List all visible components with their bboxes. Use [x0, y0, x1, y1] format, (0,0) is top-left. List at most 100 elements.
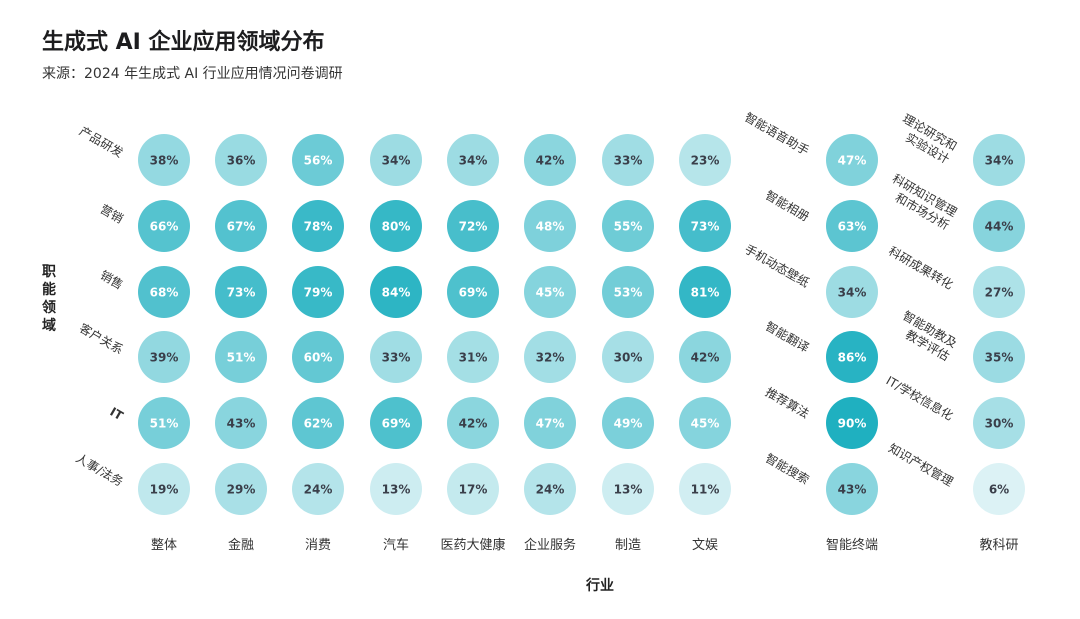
bubble-3-1-label: 51% [227, 351, 256, 365]
research-bubble-1: 44% [973, 200, 1025, 252]
bubble-4-3-label: 69% [382, 417, 411, 431]
bubble-3-5-label: 32% [536, 351, 565, 365]
research-bubble-4-circle [973, 397, 1025, 449]
bubble-0-1-circle [215, 134, 267, 186]
bubble-5-7-label: 11% [691, 483, 720, 497]
terminal-bubble-0: 47% [826, 134, 878, 186]
research-bubble-3: 35% [973, 331, 1025, 383]
row-label-text: 客户关系 [77, 320, 126, 357]
chart-subtitle: 来源：2024 年生成式 AI 行业应用情况问卷调研 [42, 66, 343, 82]
terminal-row-label: 智能语音助手 [742, 109, 812, 158]
bubble-1-0: 66% [138, 200, 190, 252]
bubble-0-4: 34% [447, 134, 499, 186]
bubble-2-1-label: 73% [227, 286, 256, 300]
column-label: 消费 [305, 538, 331, 553]
column-label: 制造 [615, 538, 641, 553]
bubble-5-1: 29% [215, 463, 267, 515]
bubble-4-7: 45% [679, 397, 731, 449]
bubble-4-5-label: 47% [536, 417, 565, 431]
research-column-label: 教科研 [979, 537, 1018, 553]
bubble-2-3-label: 84% [382, 286, 411, 300]
bubble-2-6-label: 53% [614, 286, 643, 300]
research-bubble-5-label: 6% [989, 483, 1009, 497]
terminal-row-label-line: 智能搜索 [763, 450, 812, 487]
bubble-0-5-label: 42% [536, 154, 565, 168]
research-row-label: 科研成果转化 [886, 243, 956, 292]
terminal-row-label-line: 智能语音助手 [742, 109, 812, 158]
bubble-3-2-label: 60% [304, 351, 333, 365]
bubble-1-5-label: 48% [536, 220, 565, 234]
bubble-0-2-circle [292, 134, 344, 186]
bubble-2-4: 69% [447, 266, 499, 318]
terminal-bubble-1: 63% [826, 200, 878, 252]
bubble-4-6-circle [602, 397, 654, 449]
bubble-5-2-label: 24% [304, 483, 333, 497]
bubble-5-7: 11% [679, 463, 731, 515]
row-label-text: 销售 [98, 267, 126, 292]
column-label: 汽车 [383, 537, 409, 553]
research-bubble-5-circle [973, 463, 1025, 515]
bubble-0-7-label: 23% [691, 154, 720, 168]
bubble-5-3: 13% [370, 463, 422, 515]
terminal-bubble-3: 86% [826, 331, 878, 383]
bubble-4-3: 69% [370, 397, 422, 449]
bubble-4-7-label: 45% [691, 417, 720, 431]
bubble-1-1: 67% [215, 200, 267, 252]
bubble-5-4: 17% [447, 463, 499, 515]
bubble-2-2-circle [292, 266, 344, 318]
bubble-4-2-label: 62% [304, 417, 333, 431]
bubble-1-0-circle [138, 200, 190, 252]
bubble-0-7-circle [679, 134, 731, 186]
bubble-1-2: 78% [292, 200, 344, 252]
bubble-2-0-circle [138, 266, 190, 318]
bubble-5-1-label: 29% [227, 483, 256, 497]
research-bubble-2: 27% [973, 266, 1025, 318]
bubble-4-4: 42% [447, 397, 499, 449]
row-label: 产品研发 [77, 123, 126, 160]
bubble-2-4-label: 69% [459, 286, 488, 300]
bubble-3-0-circle [138, 331, 190, 383]
terminal-bubble-0-circle [826, 134, 878, 186]
bubble-0-2-label: 56% [304, 154, 333, 168]
bubble-4-5: 47% [524, 397, 576, 449]
terminal-bubble-3-label: 86% [838, 351, 867, 365]
row-label-text: 产品研发 [77, 123, 126, 160]
terminal-bubble-5-label: 43% [838, 483, 867, 497]
research-row-label-line: 知识产权管理 [886, 440, 956, 489]
bubble-5-0-label: 19% [150, 483, 179, 497]
bubble-5-6-label: 13% [614, 483, 643, 497]
bubble-3-5: 32% [524, 331, 576, 383]
bubble-4-6-label: 49% [614, 417, 643, 431]
bubble-2-5: 45% [524, 266, 576, 318]
bubble-5-5-circle [524, 463, 576, 515]
bubble-3-3: 33% [370, 331, 422, 383]
terminal-row-label: 智能搜索 [763, 450, 812, 487]
bubble-0-2: 56% [292, 134, 344, 186]
bubble-4-0: 51% [138, 397, 190, 449]
terminal-bubble-2: 34% [826, 266, 878, 318]
bubble-5-2-circle [292, 463, 344, 515]
research-bubble-1-circle [973, 200, 1025, 252]
column-label: 文娱 [692, 538, 718, 553]
bubble-3-6-label: 30% [614, 351, 643, 365]
bubble-0-0: 38% [138, 134, 190, 186]
bubble-5-6-circle [602, 463, 654, 515]
bubble-2-6-circle [602, 266, 654, 318]
research-row-label: IT/学校信息化 [884, 373, 956, 423]
research-row-label-line: 科研成果转化 [886, 243, 956, 292]
terminal-bubble-4: 90% [826, 397, 878, 449]
bubble-1-3-label: 80% [382, 220, 411, 234]
terminal-bubble-0-label: 47% [838, 154, 867, 168]
bubble-2-5-label: 45% [536, 286, 565, 300]
bubble-2-3: 84% [370, 266, 422, 318]
bubble-0-1: 36% [215, 134, 267, 186]
bubble-4-2-circle [292, 397, 344, 449]
bubble-4-1-circle [215, 397, 267, 449]
chart-title: 生成式 AI 企业应用领域分布 [42, 30, 325, 55]
bubble-2-4-circle [447, 266, 499, 318]
bubble-2-0-label: 68% [150, 286, 179, 300]
terminal-row-label-line: 智能翻译 [763, 318, 812, 355]
research-bubble-2-circle [973, 266, 1025, 318]
bubble-4-6: 49% [602, 397, 654, 449]
